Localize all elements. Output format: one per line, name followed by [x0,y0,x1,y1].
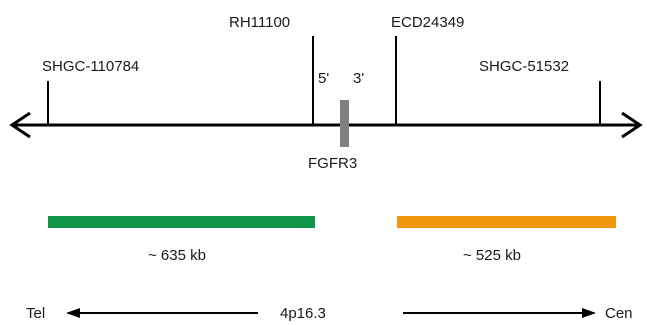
gene-label: FGFR3 [308,155,357,172]
chromosome-axis [9,111,643,139]
marker-label-shgc-51532: SHGC-51532 [479,58,569,75]
marker-label-shgc-110784: SHGC-110784 [42,58,139,75]
five-prime-label: 5' [318,70,329,87]
right-probe-bar [397,216,616,228]
tel-label: Tel [26,305,45,322]
left-arrowhead [9,111,31,139]
tel-direction-arrow [66,308,258,318]
cen-direction-arrow [403,308,596,318]
right-arrowhead [621,111,643,139]
left-probe-bar [48,216,315,228]
band-label: 4p16.3 [280,305,326,322]
right-probe-size-label: ~ 525 kb [463,247,521,264]
marker-label-rh11100: RH11100 [229,14,290,31]
left-probe-size-label: ~ 635 kb [148,247,206,264]
marker-label-ecd24349: ECD24349 [391,14,464,31]
cen-label: Cen [605,305,633,322]
fgfr3-gene-block [340,100,349,147]
three-prime-label: 3' [353,70,364,87]
